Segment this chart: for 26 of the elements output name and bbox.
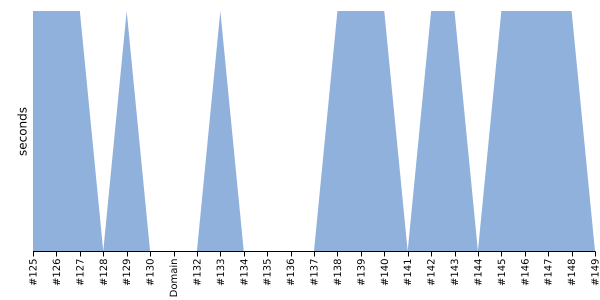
x-tick-label: #125 (28, 258, 40, 286)
x-tick-label: #128 (98, 258, 110, 286)
x-tick-label: #141 (403, 258, 414, 286)
x-tick-label: #129 (122, 258, 134, 286)
x-tick-label: #142 (426, 258, 438, 286)
x-tick-label: #144 (473, 258, 484, 286)
x-tick-label: #140 (380, 258, 391, 286)
x-tick-label: #135 (262, 258, 274, 286)
x-tick-label: #147 (544, 258, 555, 286)
x-tick-label: #130 (146, 258, 157, 286)
x-tick-label: #146 (520, 258, 532, 286)
x-tick-label: #148 (567, 258, 578, 286)
x-tick-label: #134 (239, 258, 250, 286)
x-tick-label: Domain (169, 258, 180, 298)
x-tick-label: #136 (286, 258, 298, 286)
x-tick-label: #127 (75, 258, 86, 286)
x-tick-label: #132 (192, 258, 204, 286)
x-tick-label: #139 (356, 258, 368, 286)
y-axis-title: seconds (16, 106, 30, 156)
x-tick-label: #143 (450, 258, 461, 286)
x-tick-label: #138 (332, 258, 344, 286)
x-tick-label: #133 (216, 258, 227, 286)
x-tick-label: #126 (52, 258, 63, 286)
x-tick-label: #145 (496, 258, 508, 286)
x-tick-label: #137 (310, 258, 320, 286)
x-tick-label: #149 (590, 258, 600, 286)
